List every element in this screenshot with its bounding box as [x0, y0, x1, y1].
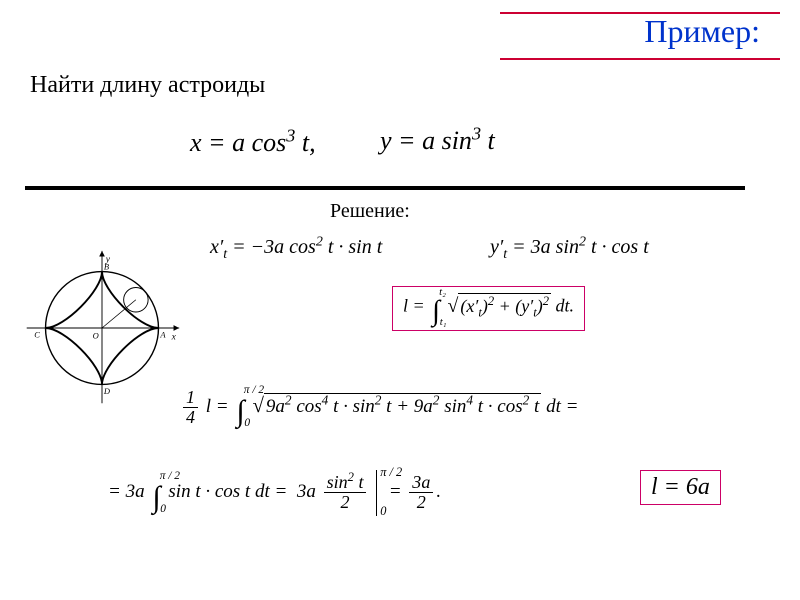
- step1: 1 4 l = π / 2 ∫ 0 9a2 cos4 t · sin2 t + …: [180, 388, 578, 427]
- label-C: C: [34, 329, 40, 339]
- label-D: D: [103, 386, 110, 396]
- step2: = 3a π / 2 ∫ 0 sin t · cos t dt = 3a sin…: [108, 470, 441, 516]
- label-B: B: [104, 262, 109, 272]
- title-text: Пример:: [644, 13, 760, 49]
- arc-length-box: l = t₂ ∫ t₁ (x′t)2 + (y′t)2 dt.: [392, 286, 585, 331]
- title-rule-bottom: [500, 58, 780, 60]
- step2-frac: sin2 t 2: [324, 473, 367, 512]
- given-x: x = a cos3 t,: [190, 128, 316, 158]
- label-O: O: [93, 330, 99, 340]
- step2-rhs-frac: 3a 2: [409, 473, 433, 512]
- result-text: l = 6a: [651, 474, 710, 500]
- x-axis-arrow: [174, 325, 180, 331]
- divider: [25, 186, 745, 190]
- given-y: y = a sin3 t: [380, 126, 495, 156]
- eval-bar: π / 2 0: [376, 470, 377, 516]
- solution-label: Решение:: [330, 200, 410, 223]
- arc-integral: t₂ ∫ t₁: [432, 291, 440, 324]
- result-box: l = 6a: [640, 470, 721, 505]
- y-axis-arrow: [99, 251, 105, 257]
- astroid-svg: y x B A C D O: [22, 248, 182, 408]
- label-x: x: [171, 332, 177, 342]
- prompt-text: Найти длину астроиды: [30, 72, 265, 99]
- label-A: A: [159, 329, 166, 339]
- step2-integral: π / 2 ∫ 0: [152, 475, 160, 510]
- derivative-x: x′t = −3a cos2 t · sin t: [210, 236, 382, 259]
- title-area: Пример:: [644, 12, 760, 50]
- step1-frac: 1 4: [183, 388, 198, 427]
- astroid-diagram: y x B A C D O: [22, 248, 182, 408]
- derivative-y: y′t = 3a sin2 t · cos t: [490, 236, 649, 259]
- step1-integral: π / 2 ∫ 0: [236, 390, 244, 425]
